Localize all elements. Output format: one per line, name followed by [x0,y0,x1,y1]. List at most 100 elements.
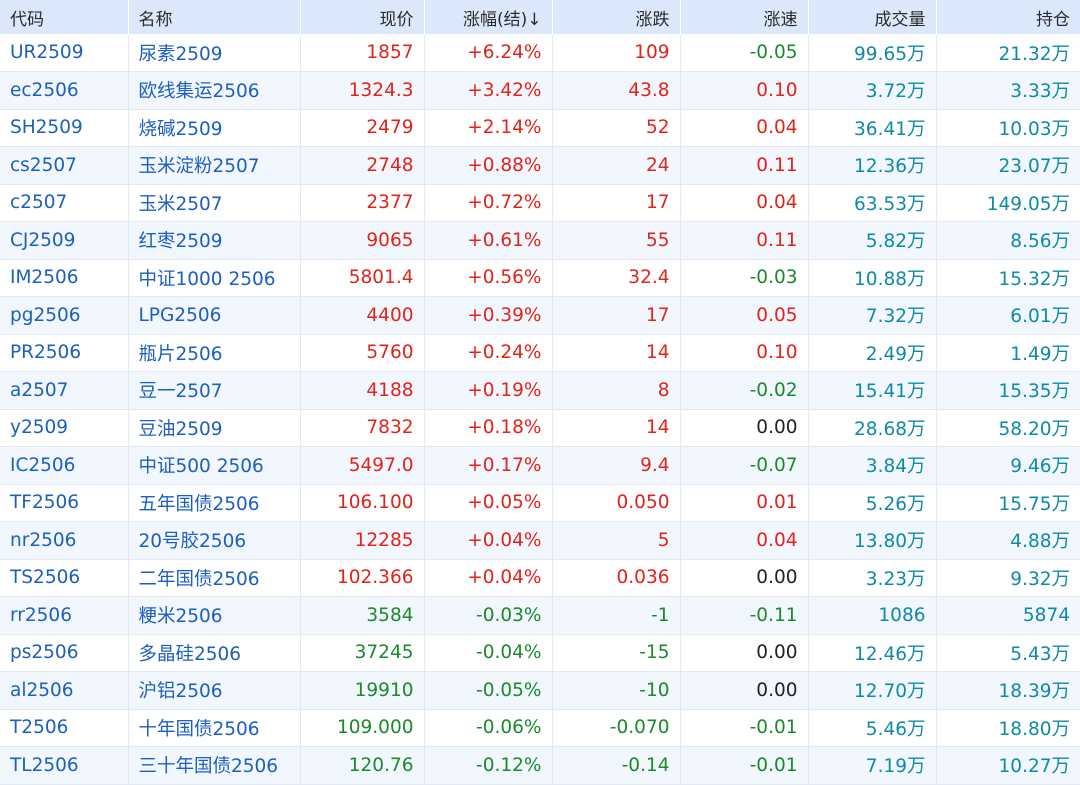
cell-code: IC2506 [0,446,129,485]
cell-code: a2507 [0,371,129,410]
table-row[interactable]: TL2506 三十年国债2506 120.76 -0.12% -0.14 -0.01 7.1… [0,746,1080,785]
cell-open-interest: 15.75万 [936,484,1080,522]
cell-change: 0.036 [552,559,681,597]
cell-name: 三十年国债2506 [128,746,301,785]
cell-change: 55 [552,221,681,260]
column-header-pct-change[interactable]: 涨幅(结)↓ [424,0,553,34]
table-row[interactable]: CJ2509 红枣2509 9065 +0.61% 55 0.11 5.82万 8.56万 [0,221,1080,260]
column-header-name[interactable]: 名称 [128,0,301,34]
table-row[interactable]: T2506 十年国债2506 109.000 -0.06% -0.070 -0.01 5.4… [0,709,1080,747]
table-row[interactable]: TS2506 二年国债2506 102.366 +0.04% 0.036 0.00 3.23… [0,559,1080,597]
cell-change: -1 [552,596,681,635]
cell-pct-change: +0.56% [424,259,553,297]
table-row[interactable]: TF2506 五年国债2506 106.100 +0.05% 0.050 0.01 5.26… [0,484,1080,522]
cell-speed: 0.10 [680,334,809,372]
cell-name: 二年国债2506 [128,559,301,597]
cell-name: 红枣2509 [128,221,301,260]
cell-price: 1857 [300,34,425,72]
table-row[interactable]: UR2509 尿素2509 1857 +6.24% 109 -0.05 99.65万 21.3… [0,34,1080,72]
cell-speed: -0.01 [680,709,809,747]
cell-name: 欧线集运2506 [128,71,301,110]
cell-code: cs2507 [0,146,129,185]
cell-code: TL2506 [0,746,129,785]
cell-change: 17 [552,184,681,222]
cell-volume: 7.19万 [808,746,937,785]
cell-volume: 2.49万 [808,334,937,372]
cell-speed: 0.04 [680,109,809,147]
table-row[interactable]: rr2506 粳米2506 3584 -0.03% -1 -0.11 1086 5874 [0,596,1080,635]
table-row[interactable]: y2509 豆油2509 7832 +0.18% 14 0.00 28.68万 58.20万 [0,409,1080,447]
cell-change: 32.4 [552,259,681,297]
cell-price: 4400 [300,296,425,335]
table-row[interactable]: pg2506 LPG2506 4400 +0.39% 17 0.05 7.32万 6.01万 [0,296,1080,335]
table-row[interactable]: PR2506 瓶片2506 5760 +0.24% 14 0.10 2.49万 1.49万 [0,334,1080,372]
cell-name: 瓶片2506 [128,334,301,372]
cell-speed: 0.00 [680,559,809,597]
table-row[interactable]: IM2506 中证1000 2506 5801.4 +0.56% 32.4 -0.03 10… [0,259,1080,297]
table-row[interactable]: a2507 豆一2507 4188 +0.19% 8 -0.02 15.41万 15.35万 [0,371,1080,410]
cell-change: 52 [552,109,681,147]
cell-name: 豆油2509 [128,409,301,447]
cell-volume: 3.23万 [808,559,937,597]
cell-pct-change: +0.17% [424,446,553,485]
cell-price: 4188 [300,371,425,410]
cell-pct-change: +0.88% [424,146,553,185]
cell-speed: -0.11 [680,596,809,635]
table-row[interactable]: ec2506 欧线集运2506 1324.3 +3.42% 43.8 0.10 3.72万 3… [0,71,1080,110]
cell-name: 豆一2507 [128,371,301,410]
cell-change: 24 [552,146,681,185]
cell-volume: 12.36万 [808,146,937,185]
cell-pct-change: +0.18% [424,409,553,447]
cell-speed: 0.01 [680,484,809,522]
table-row[interactable]: IC2506 中证500 2506 5497.0 +0.17% 9.4 -0.07 3.84… [0,446,1080,485]
column-header-price[interactable]: 现价 [300,0,425,34]
cell-open-interest: 15.32万 [936,259,1080,297]
cell-name: 中证1000 2506 [128,259,301,297]
cell-code: SH2509 [0,109,129,147]
table-row[interactable]: SH2509 烧碱2509 2479 +2.14% 52 0.04 36.41万 10.03万 [0,109,1080,147]
cell-price: 9065 [300,221,425,260]
cell-pct-change: +0.04% [424,521,553,560]
column-header-open-interest[interactable]: 持仓 [1036,9,1070,30]
cell-change: -0.14 [552,746,681,785]
cell-pct-change: +0.04% [424,559,553,597]
cell-open-interest: 4.88万 [936,521,1080,560]
table-row[interactable]: ps2506 多晶硅2506 37245 -0.04% -15 0.00 12.46万 5.4… [0,634,1080,672]
cell-speed: -0.02 [680,371,809,410]
cell-open-interest: 21.32万 [936,34,1080,72]
table-row[interactable]: cs2507 玉米淀粉2507 2748 +0.88% 24 0.11 12.36万 23.0… [0,146,1080,185]
cell-name: 沪铝2506 [128,671,301,710]
cell-volume: 36.41万 [808,109,937,147]
cell-volume: 12.46万 [808,634,937,672]
cell-volume: 1086 [808,596,937,635]
cell-pct-change: -0.12% [424,746,553,785]
cell-change: 14 [552,409,681,447]
cell-volume: 7.32万 [808,296,937,335]
column-header-speed[interactable]: 涨速 [680,0,809,34]
column-header-code[interactable]: 代码 [0,0,129,34]
cell-speed: -0.01 [680,746,809,785]
cell-speed: 0.10 [680,71,809,110]
column-header-volume[interactable]: 成交量 [808,0,937,34]
cell-volume: 3.84万 [808,446,937,485]
cell-speed: 0.04 [680,184,809,222]
cell-open-interest: 18.80万 [936,709,1080,747]
cell-volume: 12.70万 [808,671,937,710]
cell-change: 14 [552,334,681,372]
cell-change: 0.050 [552,484,681,522]
cell-open-interest: 10.27万 [936,746,1080,785]
cell-speed: 0.00 [680,634,809,672]
table-header-row: 代码 名称 现价 涨幅(结)↓ 涨跌 涨速 成交量 持仓 [0,0,1080,34]
column-header-change[interactable]: 涨跌 [552,0,681,34]
cell-name: 玉米2507 [128,184,301,222]
cell-open-interest: 5.43万 [936,634,1080,672]
cell-name: 中证500 2506 [128,446,301,485]
table-row[interactable]: al2506 沪铝2506 19910 -0.05% -10 0.00 12.70万 18.3… [0,671,1080,710]
table-row[interactable]: nr2506 20号胶2506 12285 +0.04% 5 0.04 13.80万 4.88… [0,521,1080,560]
table-row[interactable]: c2507 玉米2507 2377 +0.72% 17 0.04 63.53万 149.05万 [0,184,1080,222]
cell-name: 20号胶2506 [128,521,301,560]
cell-volume: 15.41万 [808,371,937,410]
cell-volume: 10.88万 [808,259,937,297]
cell-speed: 0.11 [680,221,809,260]
cell-open-interest: 3.33万 [936,71,1080,110]
